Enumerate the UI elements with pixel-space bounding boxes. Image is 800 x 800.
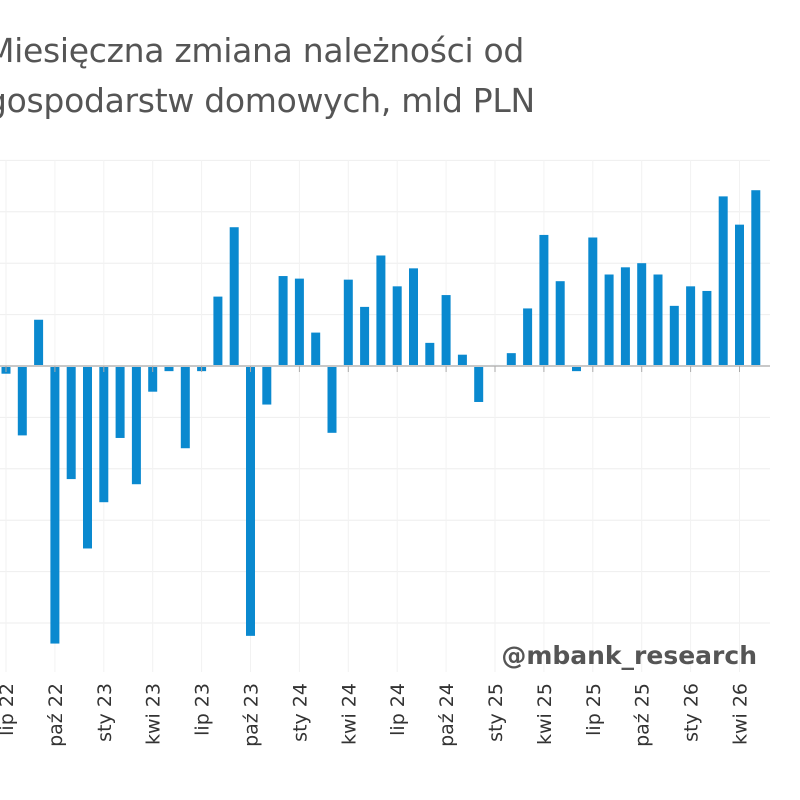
bar bbox=[50, 366, 60, 644]
bar bbox=[34, 319, 44, 366]
bar bbox=[294, 278, 304, 366]
bar bbox=[262, 366, 272, 405]
bar bbox=[213, 296, 223, 366]
tick-label: lip 22 bbox=[0, 683, 18, 736]
bar bbox=[311, 332, 321, 366]
bar bbox=[718, 196, 728, 366]
bar bbox=[131, 366, 141, 485]
tick-label: paź 22 bbox=[45, 683, 67, 747]
bar bbox=[474, 366, 484, 402]
chart-title-line-2: gospodarstw domowych, mld PLN bbox=[0, 81, 535, 120]
bar bbox=[278, 276, 288, 366]
bar bbox=[343, 279, 353, 366]
bar bbox=[246, 366, 255, 636]
tick-label: lip 25 bbox=[583, 683, 605, 736]
tick-label: sty 26 bbox=[681, 683, 703, 742]
bar bbox=[17, 366, 27, 436]
bar bbox=[425, 342, 435, 366]
tick-label: kwi 26 bbox=[730, 683, 752, 745]
bar bbox=[686, 286, 696, 366]
bar bbox=[523, 308, 533, 366]
tick-label: paź 24 bbox=[436, 683, 458, 747]
bar bbox=[115, 366, 125, 438]
bar bbox=[604, 274, 614, 366]
bar bbox=[99, 366, 109, 503]
tick-label: sty 24 bbox=[289, 683, 311, 742]
bar bbox=[555, 281, 565, 366]
chart-title: Miesięczna zmiana należności od gospodar… bbox=[0, 26, 800, 126]
bars bbox=[1, 190, 761, 644]
bar bbox=[376, 255, 386, 366]
bar bbox=[409, 268, 418, 366]
bar bbox=[506, 353, 516, 366]
bar bbox=[66, 366, 76, 480]
watermark: @mbank_research bbox=[501, 641, 757, 670]
bar bbox=[572, 366, 581, 372]
tick-label: kwi 25 bbox=[534, 683, 556, 745]
bar bbox=[653, 274, 663, 366]
bar bbox=[441, 295, 451, 366]
bar bbox=[83, 366, 92, 549]
grid bbox=[0, 159, 770, 672]
bar bbox=[148, 366, 158, 392]
bar bbox=[620, 267, 630, 366]
tick-label: paź 23 bbox=[241, 683, 263, 747]
bar bbox=[327, 366, 337, 433]
bar bbox=[702, 290, 712, 366]
bar bbox=[164, 366, 174, 372]
tick-label: kwi 23 bbox=[143, 683, 165, 745]
chart-title-line-1: Miesięczna zmiana należności od bbox=[0, 31, 525, 70]
bar bbox=[229, 227, 239, 366]
bar bbox=[392, 286, 402, 366]
bar bbox=[457, 354, 467, 366]
bar bbox=[751, 190, 761, 366]
tick-label: sty 25 bbox=[485, 683, 507, 742]
bar bbox=[637, 263, 647, 366]
tick-label: lip 23 bbox=[192, 683, 214, 736]
x-axis: lip 22 paź 22 sty 23 kwi 23 lip 23 paź 23 sty … bbox=[0, 365, 770, 747]
tick-label: lip 24 bbox=[387, 683, 409, 736]
bar bbox=[735, 224, 744, 366]
bar bbox=[588, 237, 598, 366]
tick-label: kwi 24 bbox=[338, 683, 360, 745]
bar bbox=[360, 306, 370, 366]
bar bbox=[669, 305, 679, 366]
tick-label: sty 23 bbox=[94, 683, 116, 742]
bar bbox=[539, 234, 549, 366]
bar bbox=[180, 366, 190, 449]
tick-label: paź 25 bbox=[632, 683, 654, 747]
